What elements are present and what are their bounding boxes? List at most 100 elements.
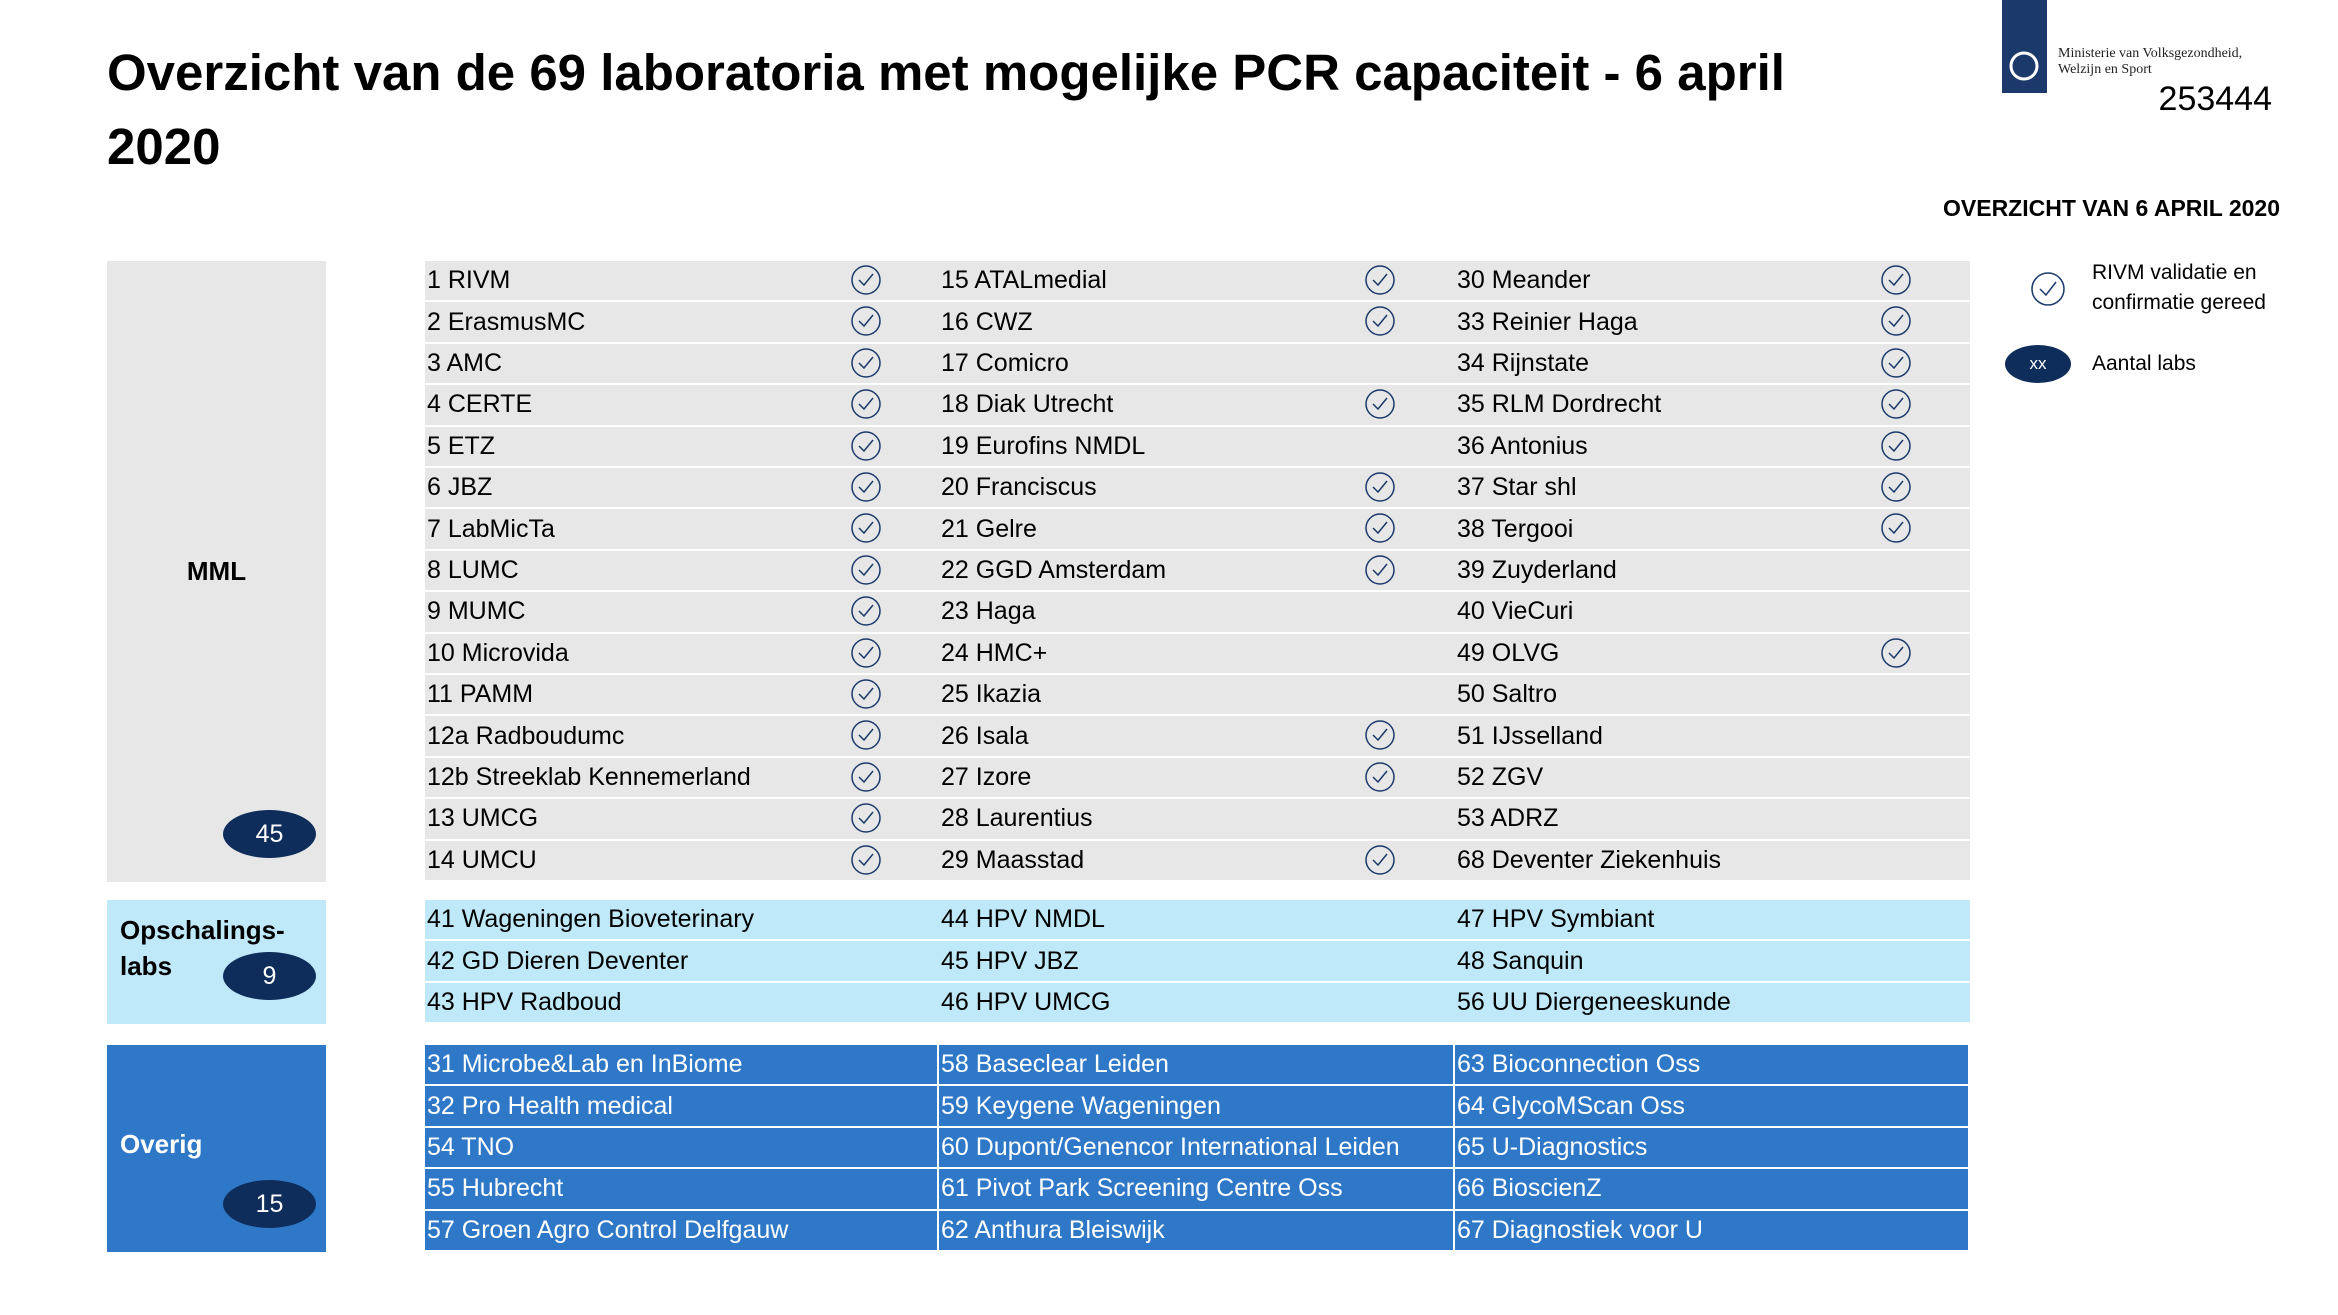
lab-name: 67 Diagnostiek voor U <box>1457 1215 1703 1244</box>
check-icon <box>1881 513 1911 544</box>
lab-name: 19 Eurofins NMDL <box>941 431 1146 460</box>
lab-name: 4 CERTE <box>427 390 533 419</box>
table-row: 12b Streeklab Kennemerland 27 Izore 52 ZGV <box>425 757 1970 800</box>
cell: 24 HMC+ <box>939 634 1455 673</box>
cell: 36 Antonius <box>1455 427 1970 466</box>
cell: 10 Microvida <box>425 634 939 673</box>
lab-name: 60 Dupont/Genencor International Leiden <box>941 1132 1400 1161</box>
cell: 62 Anthura Bleiswijk <box>939 1210 1455 1250</box>
cell: 53 ADRZ <box>1455 799 1970 838</box>
lab-name: 31 Microbe&Lab en InBiome <box>427 1050 743 1079</box>
lab-name: 41 Wageningen Bioveterinary <box>427 905 755 934</box>
lab-name: 45 HPV JBZ <box>941 946 1079 975</box>
lab-name: 61 Pivot Park Screening Centre Oss <box>941 1174 1343 1203</box>
table-row: 31 Microbe&Lab en InBiome 58 Baseclear Le… <box>425 1045 1970 1087</box>
lab-name: 50 Saltro <box>1457 680 1558 709</box>
table-row: 13 UMCG 28 Laurentius 53 ADRZ <box>425 799 1970 841</box>
cell: 58 Baseclear Leiden <box>939 1045 1455 1085</box>
check-icon <box>851 513 881 544</box>
lab-name: 58 Baseclear Leiden <box>941 1050 1169 1079</box>
cell: 19 Eurofins NMDL <box>939 427 1455 466</box>
cell: 3 AMC <box>425 344 939 383</box>
cell: 50 Saltro <box>1455 675 1970 714</box>
cell: 49 OLVG <box>1455 634 1970 673</box>
group-label: Overig <box>120 1128 203 1159</box>
lab-name: 49 OLVG <box>1457 638 1560 667</box>
cell: 29 Maasstad <box>939 841 1455 880</box>
lab-name: 12b Streeklab Kennemerland <box>427 762 751 791</box>
cell: 4 CERTE <box>425 385 939 424</box>
group-box: Opschalings-labs 9 <box>107 900 326 1025</box>
check-icon <box>1881 637 1911 668</box>
lab-name: 38 Tergooi <box>1457 514 1574 543</box>
lab-name: 52 ZGV <box>1457 762 1544 791</box>
lab-name: 10 Microvida <box>427 638 569 667</box>
check-icon <box>1365 555 1395 585</box>
cell: 37 Star shl <box>1455 468 1970 507</box>
group-box: Overig 15 <box>107 1045 326 1252</box>
check-icon <box>851 844 881 875</box>
lab-name: 43 HPV Radboud <box>427 987 622 1016</box>
cell: 39 Zuyderland <box>1455 551 1970 590</box>
table-row: 2 ErasmusMC 16 CWZ 33 Reinier Haga <box>425 302 1970 344</box>
cell: 5 ETZ <box>425 427 939 466</box>
cell: 61 Pivot Park Screening Centre Oss <box>939 1169 1455 1209</box>
cell: 40 VieCuri <box>1455 592 1970 631</box>
table-row: 55 Hubrecht 61 Pivot Park Screening Centr… <box>425 1169 1970 1211</box>
cell: 25 Ikazia <box>939 675 1455 714</box>
table-row: 6 JBZ 20 Franciscus 37 Star shl <box>425 468 1970 510</box>
check-icon <box>851 637 881 668</box>
check-icon <box>851 430 881 461</box>
check-icon <box>1881 430 1911 461</box>
lab-name: 18 Diak Utrecht <box>941 390 1114 419</box>
lab-name: 13 UMCG <box>427 804 539 833</box>
check-icon <box>851 555 881 585</box>
cell: 28 Laurentius <box>939 799 1455 838</box>
table-row: 8 LUMC 22 GGD Amsterdam 39 Zuyderland <box>425 550 1970 593</box>
check-icon <box>1365 720 1395 751</box>
table-row: 3 AMC 17 Comicro 34 Rijnstate <box>425 343 1970 386</box>
lab-name: 20 Franciscus <box>941 473 1097 502</box>
title: Overzicht van de 69 laboratoria met moge… <box>107 44 1785 175</box>
lab-name: 14 UMCU <box>427 845 537 874</box>
cell: 17 Comicro <box>939 344 1455 383</box>
lab-name: 5 ETZ <box>427 431 496 460</box>
check-icon <box>1881 306 1911 337</box>
lab-name: 21 Gelre <box>941 514 1037 543</box>
lab-name: 54 TNO <box>427 1132 515 1161</box>
cell: 16 CWZ <box>939 302 1455 341</box>
table-row: 4 CERTE 18 Diak Utrecht 35 RLM Dordrecht <box>425 385 1970 427</box>
check-icon <box>851 265 881 295</box>
group-box: MML 45 <box>107 261 326 882</box>
cell: 35 RLM Dordrecht <box>1455 385 1970 424</box>
check-icon <box>851 679 881 709</box>
cell: 8 LUMC <box>425 551 939 590</box>
cell: 59 Keygene Wageningen <box>939 1086 1455 1126</box>
cell: 15 ATALmedial <box>939 261 1455 300</box>
lab-name: 68 Deventer Ziekenhuis <box>1457 845 1722 874</box>
lab-name: 55 Hubrecht <box>427 1174 564 1203</box>
cell: 44 HPV NMDL <box>939 900 1455 939</box>
cell: 6 JBZ <box>425 468 939 507</box>
lab-name: 42 GD Dieren Deventer <box>427 946 689 975</box>
lab-name: 57 Groen Agro Control Delfgauw <box>427 1215 789 1244</box>
cell: 51 IJsselland <box>1455 716 1970 755</box>
cell: 32 Pro Health medical <box>425 1086 939 1126</box>
cell: 18 Diak Utrecht <box>939 385 1455 424</box>
lab-name: 12a Radboudumc <box>427 721 625 750</box>
check-icon <box>1365 306 1395 337</box>
lab-name: 35 RLM Dordrecht <box>1457 390 1662 419</box>
cell: 26 Isala <box>939 716 1455 755</box>
doc-number: 253444 <box>2158 80 2272 118</box>
lab-name: 8 LUMC <box>427 555 519 584</box>
cell: 63 Bioconnection Oss <box>1455 1045 1970 1085</box>
cell: 67 Diagnostiek voor U <box>1455 1210 1970 1250</box>
table-row: 14 UMCU 29 Maasstad 68 Deventer Ziekenhuis <box>425 840 1970 882</box>
cell: 43 HPV Radboud <box>425 983 939 1022</box>
group-label: Opschalings-labs <box>120 915 285 981</box>
lab-name: 46 HPV UMCG <box>941 987 1111 1016</box>
cell: 1 RIVM <box>425 261 939 300</box>
check-icon <box>1365 762 1395 792</box>
cell: 41 Wageningen Bioveterinary <box>425 900 939 939</box>
check-icon <box>1365 472 1395 502</box>
